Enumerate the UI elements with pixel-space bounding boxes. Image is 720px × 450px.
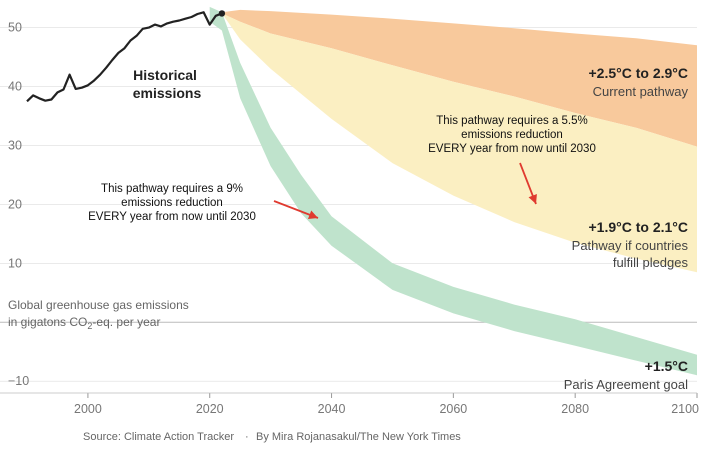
pathway-band-1 [221, 13, 697, 273]
series-label-sub-1-1: fulfill pledges [613, 255, 689, 270]
series-label-title-2: +1.5°C [645, 358, 688, 374]
annotation-1: This pathway requires a 5.5% emissions re… [428, 115, 596, 155]
x-axis-ticks: 2000 2020 2040 2060 2080 2100 [74, 393, 699, 416]
byline-text: By Mira Rojanasakul/The New York Times [256, 431, 461, 443]
series-label-title-1: +1.9°C to 2.1°C [588, 219, 688, 235]
y-axis-label: Global greenhouse gas emissions in gigat… [8, 298, 192, 331]
y-tick-label-3: 20 [8, 197, 22, 211]
x-tick-label-0: 2000 [74, 402, 102, 416]
separator-dot: · [245, 431, 249, 443]
pathway-bands [209, 6, 697, 376]
series-label-0: +2.5°C to 2.9°C Current pathway [588, 65, 688, 99]
pathway-band-0 [221, 9, 697, 147]
historical-label: Historical emissions [133, 67, 202, 101]
annotation-arrowhead-0 [307, 210, 318, 219]
y-tick-label-2: 30 [8, 138, 22, 152]
x-tick-label-2: 2040 [318, 402, 346, 416]
series-label-title-0: +2.5°C to 2.9°C [588, 65, 688, 81]
series-label-sub-0-0: Current pathway [593, 84, 689, 99]
y-axis-label-subscript: 2 [87, 321, 92, 331]
pathway-band-2 [209, 6, 697, 376]
annotation-1-line-1: emissions reduction [461, 129, 563, 141]
y-axis-ticks: 50 40 30 20 10 −10 [8, 21, 29, 389]
historical-series [26, 10, 226, 103]
y-axis-label-line-1: Global greenhouse gas emissions [8, 298, 189, 312]
y-tick-label-5: −10 [8, 374, 29, 388]
annotation-arrowhead-1 [528, 193, 537, 204]
source-text: Source: Climate Action Tracker [83, 431, 234, 443]
annotation-0-line-1: emissions reduction [121, 197, 223, 209]
y-axis-label-line-2: in gigatons CO [8, 315, 87, 329]
series-labels: +2.5°C to 2.9°C Current pathway +1.9°C to … [564, 65, 689, 392]
annotation-0-line-0: This pathway requires a 9% [101, 183, 243, 195]
x-tick-label-5: 2100 [671, 402, 699, 416]
annotation-1-line-0: This pathway requires a 5.5% [436, 115, 588, 127]
annotation-1-line-2: EVERY year from now until 2030 [428, 143, 596, 155]
historical-label-line-2: emissions [133, 85, 202, 101]
x-tick-label-3: 2060 [439, 402, 467, 416]
series-label-sub-2-0: Paris Agreement goal [564, 377, 688, 392]
historical-endpoint [218, 10, 226, 17]
y-tick-label-0: 50 [8, 21, 22, 35]
y-tick-label-1: 40 [8, 80, 22, 94]
historical-line [26, 11, 223, 103]
series-label-1: +1.9°C to 2.1°C Pathway if countries fulfi… [572, 219, 689, 270]
annotation-0: This pathway requires a 9% emissions redu… [88, 183, 256, 223]
x-tick-label-4: 2080 [561, 402, 589, 416]
x-tick-label-1: 2020 [196, 402, 224, 416]
series-label-2: +1.5°C Paris Agreement goal [564, 358, 688, 392]
series-label-sub-1-0: Pathway if countries [572, 238, 689, 253]
annotations: This pathway requires a 9% emissions redu… [88, 115, 596, 223]
y-tick-label-4: 10 [8, 256, 22, 270]
historical-label-line-1: Historical [133, 67, 197, 83]
gridlines [0, 27, 697, 382]
y-axis-label-line-2-end: -eq. per year [92, 315, 160, 329]
annotation-0-line-2: EVERY year from now until 2030 [88, 211, 256, 223]
